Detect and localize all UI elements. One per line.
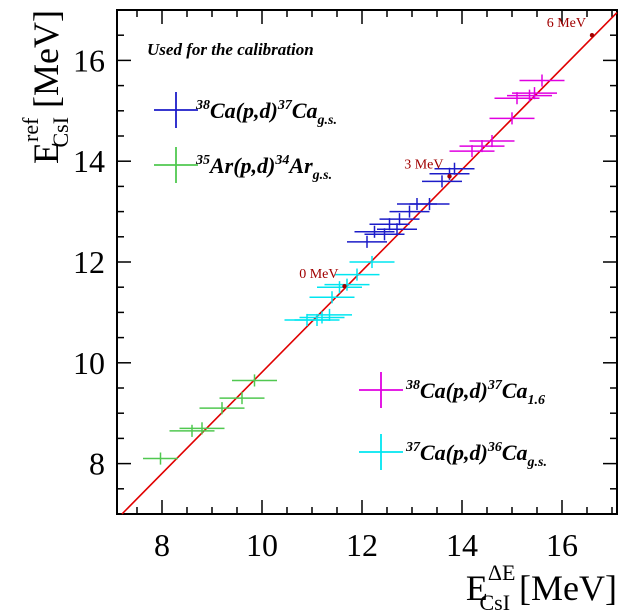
data-point: [512, 87, 557, 100]
series-2: [143, 374, 277, 465]
data-point: [317, 281, 362, 294]
data-point: [347, 235, 387, 248]
x-axis-label: EΔE CsI [MeV]: [466, 560, 617, 614]
series-3: [449, 74, 565, 158]
legend-entry: 38Ca(p,d)37Cag.s.: [154, 92, 337, 128]
legend-entry: 37Ca(p,d)36Cag.s.: [359, 434, 547, 470]
data-point: [143, 452, 178, 465]
data-point: [324, 278, 370, 291]
data-point: [219, 392, 265, 405]
data-point: [469, 134, 515, 148]
x-tick-label: 10: [246, 527, 278, 563]
energy-marker-label: 6 MeV: [547, 16, 586, 31]
data-point: [389, 205, 430, 218]
data-point: [299, 311, 345, 324]
legend-label: 38Ca(p,d)37Cag.s.: [195, 98, 337, 128]
data-point: [409, 197, 450, 211]
data-point: [494, 92, 540, 105]
data-point: [459, 140, 505, 153]
y-tick-label: 8: [89, 446, 105, 482]
data-point: [449, 145, 495, 158]
data-point: [294, 313, 340, 327]
data-point: [334, 268, 380, 281]
legend-label: 35Ar(p,d)34Arg.s.: [195, 153, 332, 183]
y-axis-label: Eref CsI [MeV]: [18, 10, 73, 164]
data-point: [364, 228, 405, 241]
data-point: [377, 223, 417, 236]
x-tick-label: 16: [546, 527, 578, 563]
data-point: [507, 89, 552, 102]
data-point: [422, 175, 462, 188]
data-point: [349, 255, 395, 269]
x-tick-label: 8: [154, 527, 170, 563]
x-tick-label: 12: [346, 527, 378, 563]
data-point: [489, 112, 535, 125]
y-tick-label: 10: [73, 345, 105, 381]
legend: Used for the calibration 38Ca(p,d)37Cag.s…: [147, 40, 547, 470]
series-1: [347, 162, 475, 248]
energy-marker-dot: [447, 174, 452, 179]
legend-entry: 38Ca(p,d)37Ca1.6: [359, 372, 545, 408]
legend-symbol: [154, 147, 198, 183]
energy-marker-dot: [589, 33, 595, 38]
energy-marker-dot: [342, 283, 347, 289]
x-tick-label: 14: [446, 527, 478, 563]
data-point: [434, 162, 475, 175]
legend-symbol: [154, 92, 198, 128]
series-4: [284, 255, 395, 327]
axis-labels: EΔE CsI [MeV] Eref CsI [MeV]: [18, 10, 617, 614]
legend-symbol: [359, 434, 403, 470]
y-tick-label: 12: [73, 244, 105, 280]
legend-label: 38Ca(p,d)37Ca1.6: [405, 378, 545, 408]
data-point: [169, 424, 215, 437]
data-point: [309, 291, 355, 304]
data-point: [179, 422, 225, 435]
legend-label: 37Ca(p,d)36Cag.s.: [405, 440, 547, 470]
y-tick-label: 16: [73, 42, 105, 78]
axis-ticks: 8 10 12 14 16 8 10 12 14 16: [73, 9, 617, 563]
y-tick-label: 14: [73, 143, 105, 179]
energy-marker-label: 3 MeV: [404, 157, 443, 172]
data-point: [379, 213, 420, 226]
data-point: [232, 374, 277, 387]
data-point: [199, 402, 245, 415]
data-point: [369, 218, 410, 231]
legend-symbol: [359, 372, 403, 408]
data-points: [143, 74, 565, 465]
legend-header: Used for the calibration: [147, 40, 314, 59]
fit-line-group: [121, 11, 618, 515]
data-point: [354, 225, 395, 238]
data-point: [519, 74, 565, 87]
energy-marker-label: 0 MeV: [299, 267, 338, 282]
energy-markers: 0 MeV 3 MeV 6 MeV: [299, 16, 595, 289]
data-point: [307, 308, 352, 321]
calibration-fit-line: [121, 11, 618, 515]
legend-entry: 35Ar(p,d)34Arg.s.: [154, 147, 332, 183]
